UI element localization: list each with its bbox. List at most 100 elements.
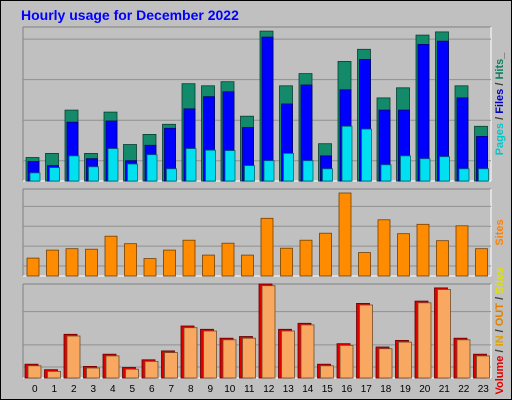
bar-volume-out-4 [105,355,120,379]
bar-hits-pages-20 [419,158,431,182]
bar-hits-pages-23 [478,168,489,182]
bar-volume-out-5 [125,368,139,379]
bar-volume-out-8 [183,327,198,379]
bar-hits-pages-6 [146,154,158,182]
bar-volume-out-12 [261,285,276,379]
bar-hits-pages-10 [224,150,236,182]
x-tick-label: 13 [283,384,295,395]
bar-hits-pages-15 [322,168,333,182]
bar-volume-out-14 [300,324,315,379]
bar-sites-sites-10 [221,242,235,277]
bar-volume-out-13 [281,330,295,379]
legend-entry: Hits [494,59,506,80]
bar-sites-sites-23 [475,248,488,277]
bar-sites-sites-11 [241,254,254,277]
bar-volume-out-3 [86,367,100,379]
bar-volume-out-21 [437,289,451,379]
bar-volume-out-10 [222,339,237,379]
x-tick-label: 18 [380,384,392,395]
bar-hits-pages-7 [166,168,177,182]
legend-entry: / [494,114,506,123]
bar-sites-sites-9 [202,254,215,277]
bar-volume-out-18 [378,348,393,379]
x-tick-label: 14 [302,384,314,395]
x-tick-label: 1 [52,384,58,395]
legend-entry: / [494,326,506,335]
x-tick-label: 7 [169,384,175,395]
bar-sites-sites-2 [65,248,79,277]
bar-sites-sites-7 [163,249,176,277]
panel-volume [23,284,491,378]
bar-hits-pages-19 [400,155,411,182]
bar-sites-sites-16 [338,192,352,277]
x-tick-label: 11 [244,384,255,395]
panel-hits [23,27,491,181]
x-tick-label: 6 [149,384,155,395]
bar-hits-pages-0 [29,172,41,182]
legend-sites: Sites [494,219,506,245]
x-tick-label: 2 [71,384,77,395]
legend-entry: Sites [494,268,506,294]
x-tick-label: 9 [208,384,214,395]
panel-sites [23,189,491,276]
x-tick-label: 23 [478,384,490,395]
bar-volume-out-20 [417,302,432,379]
bar-volume-out-7 [164,352,178,379]
bar-hits-pages-22 [458,168,470,182]
bar-hits-pages-17 [361,128,372,182]
chart-title: Hourly usage for December 2022 [21,7,239,23]
legend-volume: Volume / IN / OUT / Sites [494,268,506,395]
legend-entry: IN [494,335,506,346]
bar-volume-out-15 [320,365,334,379]
bar-volume-out-17 [359,304,373,379]
bar-sites-sites-4 [104,235,118,277]
bar-volume-out-19 [398,341,412,379]
x-tick-label: 19 [400,384,412,395]
bar-sites-sites-19 [397,233,410,277]
bar-hits-pages-14 [302,160,314,182]
bar-hits-pages-2 [68,155,80,182]
bar-sites-sites-13 [280,247,293,277]
bar-sites-sites-17 [358,252,371,277]
bar-hits-pages-18 [380,164,392,182]
bar-volume-out-9 [203,330,217,379]
bar-sites-sites-22 [455,225,469,277]
x-tick-label: 8 [188,384,194,395]
legend-entry: / [494,294,506,303]
bar-sites-sites-5 [124,243,137,277]
legend-entry: Volume [494,356,506,395]
bar-hits-pages-16 [341,125,353,182]
bar-hits-pages-21 [439,156,450,182]
bar-volume-out-11 [242,337,256,379]
bar-hits-pages-13 [283,152,294,182]
bar-hits-files-12 [261,36,274,182]
bar-hits-pages-8 [185,148,197,182]
x-tick-label: 21 [439,384,451,395]
bar-volume-out-0 [27,365,42,379]
legend-entry: / [494,80,506,89]
legend-entry: _ [494,52,506,60]
x-tick-label: 12 [263,384,275,395]
bar-hits-pages-9 [205,149,216,182]
x-tick-label: 20 [419,384,431,395]
legend-entry: Pages [494,123,506,155]
x-tick-label: 3 [91,384,97,395]
bar-hits-pages-11 [244,165,255,182]
bar-sites-sites-8 [182,239,196,277]
legend-entry: / [494,346,506,355]
bar-volume-out-6 [144,360,159,379]
bar-volume-out-2 [66,335,81,379]
bar-sites-sites-20 [416,223,430,277]
bar-volume-out-22 [456,339,471,379]
bar-sites-sites-21 [436,240,449,277]
legend-entry: Sites [494,219,506,245]
x-tick-label: 17 [361,384,373,395]
x-tick-label: 0 [32,384,38,395]
bar-sites-sites-18 [377,219,391,277]
bar-volume-out-23 [476,355,490,379]
legend-entry: OUT [494,303,506,327]
bar-sites-sites-1 [46,249,59,277]
bar-hits-pages-3 [88,166,99,182]
